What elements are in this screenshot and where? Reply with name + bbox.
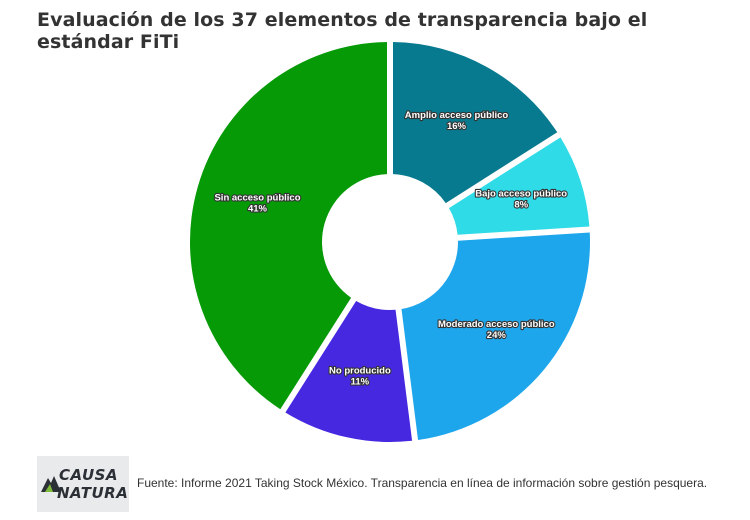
slice-label: Amplio acceso público <box>405 110 509 121</box>
source-note: Fuente: Informe 2021 Taking Stock México… <box>137 476 708 490</box>
slice-label: Moderado acceso público <box>438 319 555 330</box>
slice-label: Bajo acceso público <box>475 188 567 199</box>
slice-sin-acceso-p-blico[interactable] <box>189 42 387 410</box>
slice-percent-label: 24% <box>487 330 507 341</box>
footer: CAUSA NATURA Fuente: Informe 2021 Taking… <box>37 456 737 512</box>
slice-moderado-acceso-p-blico[interactable] <box>401 232 590 441</box>
causa-natura-logo: CAUSA NATURA <box>37 456 129 512</box>
slice-percent-label: 16% <box>447 121 467 132</box>
slice-label: No producido <box>329 366 391 377</box>
logo-word-top: CAUSA <box>59 466 119 484</box>
slice-percent-label: 11% <box>351 377 370 388</box>
chart-title: Evaluación de los 37 elementos de transp… <box>37 9 648 53</box>
slice-percent-label: 41% <box>248 204 268 215</box>
slice-percent-label: 8% <box>514 199 528 210</box>
slice-bajo-acceso-p-blico[interactable] <box>448 137 590 235</box>
logo-word-bottom: NATURA <box>57 484 129 502</box>
slice-no-producido[interactable] <box>285 300 413 443</box>
slice-label: Sin acceso público <box>214 193 300 204</box>
slice-amplio-acceso-p-blico[interactable] <box>393 42 558 204</box>
mountain-icon <box>41 476 61 492</box>
